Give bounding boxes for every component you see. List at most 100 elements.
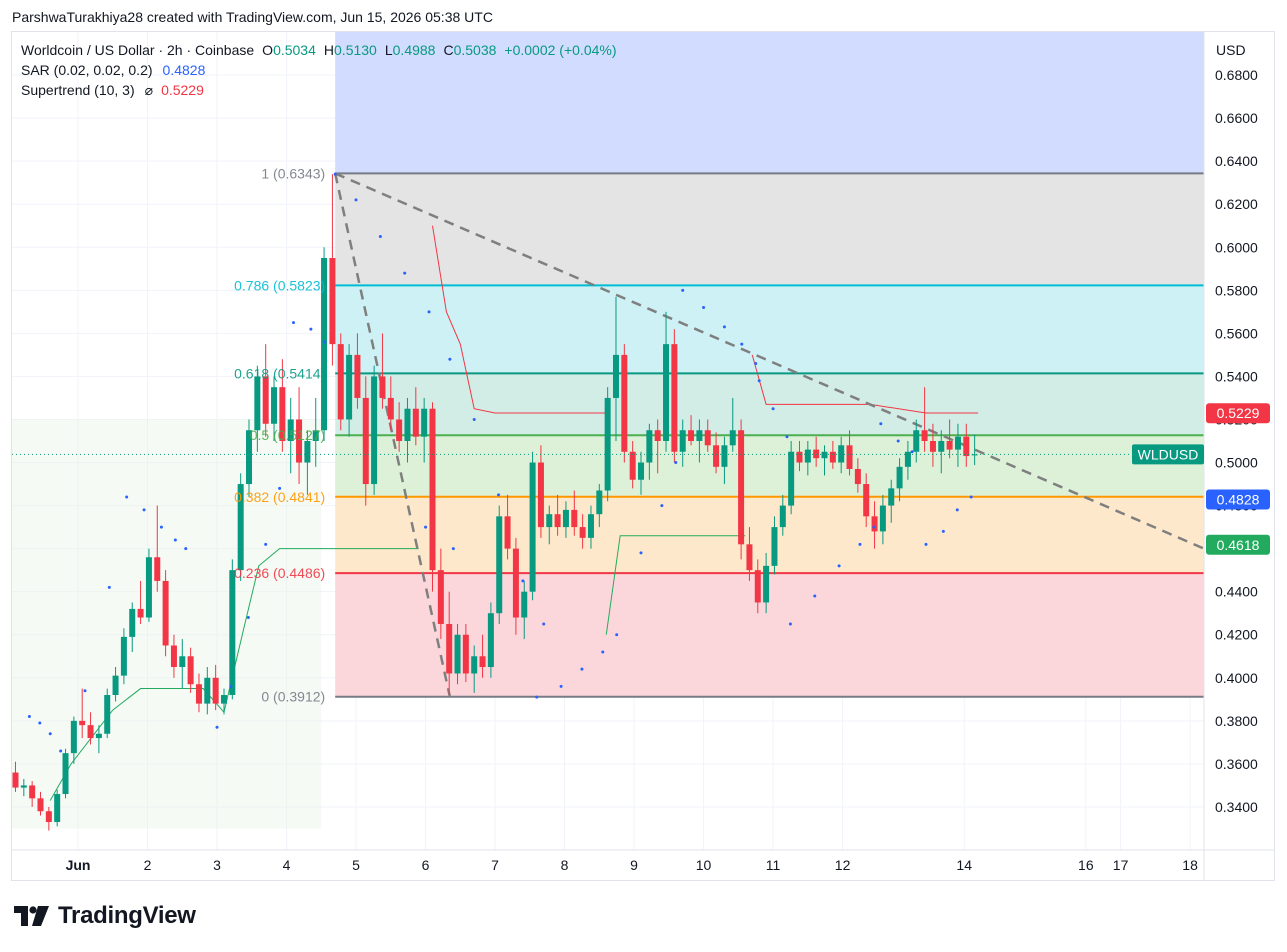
time-tick-label: 14	[956, 857, 972, 873]
candle-body	[129, 608, 136, 637]
sar-label[interactable]: SAR (0.02, 0.02, 0.2)	[21, 62, 153, 78]
candle-body	[120, 636, 127, 676]
candle-body	[821, 451, 828, 459]
candle-body	[754, 570, 761, 603]
supertrend-label[interactable]: Supertrend (10, 3)	[21, 82, 135, 98]
candle-body	[854, 468, 861, 485]
supertrend-legend: Supertrend (10, 3) ⌀ 0.5229	[21, 82, 208, 99]
price-tick-label: 0.4400	[1215, 584, 1258, 600]
time-tick-label: 4	[283, 857, 291, 873]
supertrend-down-line	[432, 225, 607, 414]
close-value: 0.5038	[453, 42, 497, 58]
candle-body	[796, 451, 803, 463]
candle-body	[571, 509, 578, 528]
sar-dot	[681, 288, 685, 292]
sar-dot	[497, 493, 501, 497]
fib-swing-line	[333, 173, 452, 698]
price-axis-tag	[1206, 489, 1270, 510]
candle-body	[37, 798, 44, 812]
candle-body	[938, 441, 945, 452]
fib-zone	[335, 435, 1204, 497]
sar-dot	[660, 504, 664, 508]
candle-body	[646, 430, 653, 463]
candle-body	[437, 570, 444, 624]
sar-dot	[910, 450, 914, 454]
candle-body	[829, 451, 836, 463]
time-tick-label: 2	[144, 857, 152, 873]
open-value: 0.5034	[273, 42, 316, 58]
symbol-price-tag-label: WLDUSD	[1138, 446, 1199, 462]
candle-body	[304, 441, 311, 463]
candle-body	[896, 466, 903, 489]
candle-body	[54, 794, 61, 823]
candle-body	[838, 445, 845, 463]
time-tick-label: 16	[1078, 857, 1094, 873]
candle-body	[154, 557, 161, 581]
candle-body	[612, 354, 619, 398]
candle-body	[337, 344, 344, 420]
candle-body	[871, 516, 878, 532]
sar-dot	[941, 529, 945, 533]
tradingview-logo[interactable]: TradingView	[14, 902, 196, 930]
candle-body	[296, 419, 303, 463]
candle-body	[204, 677, 211, 704]
candle-body	[554, 514, 561, 528]
candle-body	[746, 544, 753, 571]
candle-body	[246, 430, 253, 485]
sar-dot	[754, 362, 758, 366]
fib-zone	[335, 173, 1204, 286]
candle-body	[479, 656, 486, 668]
candle-body	[195, 684, 202, 704]
sar-dot	[702, 306, 706, 310]
sar-dot	[184, 547, 188, 551]
hidden-eye-icon[interactable]: ⌀	[144, 82, 154, 98]
symbol-title[interactable]: Worldcoin / US Dollar · 2h · Coinbase	[21, 42, 255, 58]
candle-body	[212, 677, 219, 704]
candle-body	[112, 675, 119, 696]
time-tick-label: 9	[630, 857, 638, 873]
candle-body	[220, 695, 227, 704]
sar-dot	[427, 310, 431, 314]
candle-body	[713, 445, 720, 467]
price-tick-label: 0.3800	[1215, 713, 1258, 729]
sar-dot	[333, 172, 337, 176]
low-label: L	[384, 42, 393, 58]
sar-dot	[403, 271, 407, 275]
candle-body	[562, 509, 569, 528]
fib-level-label: 0.236 (0.4486)	[234, 565, 325, 581]
candle-body	[763, 565, 770, 603]
sar-dot	[872, 525, 876, 529]
candle-body	[704, 430, 711, 446]
sar-dot	[27, 715, 31, 719]
candle-body	[888, 488, 895, 506]
currency-label[interactable]: USD	[1216, 42, 1246, 58]
candle-body	[496, 516, 503, 614]
price-tick-label: 0.5400	[1215, 368, 1258, 384]
time-tick-label: 8	[561, 857, 569, 873]
fib-zone	[335, 573, 1204, 697]
sar-dot	[309, 327, 313, 331]
sar-dot	[757, 379, 761, 383]
candle-body	[621, 354, 628, 452]
sar-dot	[542, 622, 546, 626]
candle-body	[95, 733, 102, 739]
fib-zone	[335, 285, 1204, 374]
price-tick-label: 0.4200	[1215, 627, 1258, 643]
open-label: O	[262, 42, 274, 58]
price-tick-label: 0.5000	[1215, 455, 1258, 471]
candle-body	[254, 376, 261, 431]
candle-body	[738, 430, 745, 545]
candle-body	[788, 451, 795, 506]
sar-dot	[142, 508, 146, 512]
candle-body	[87, 725, 94, 739]
candle-body	[604, 397, 611, 491]
candle-body	[279, 387, 286, 441]
candle-body	[29, 785, 36, 799]
sar-dot	[722, 325, 726, 329]
candle-body	[904, 451, 911, 467]
candle-body	[863, 484, 870, 517]
sar-value: 0.4828	[162, 62, 206, 78]
sar-dot	[639, 551, 643, 555]
time-tick-label: 7	[491, 857, 499, 873]
